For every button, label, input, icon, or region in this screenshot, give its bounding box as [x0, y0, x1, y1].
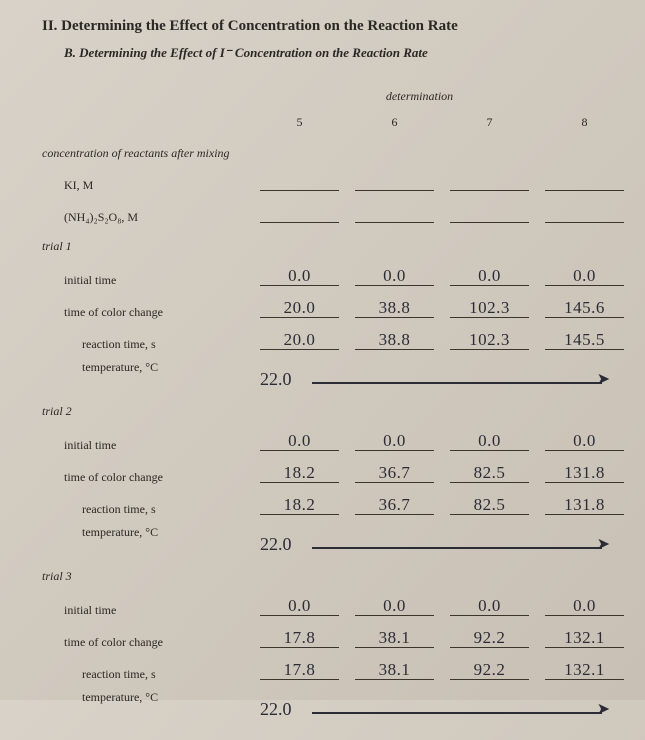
t1-temp-row: temperature, °C 22.0 ➤ — [42, 354, 632, 392]
t3-color-label: time of color change — [42, 629, 252, 652]
t2-initial-label: initial time — [42, 432, 252, 455]
t1-temp-value: 22.0 — [260, 369, 292, 390]
worksheet-page: II. Determining the Effect of Concentrat… — [0, 0, 645, 740]
subsection-title: B. Determining the Effect of I⁻ Concentr… — [64, 45, 617, 61]
col-head-7: 7 — [442, 115, 537, 140]
cell-ki-5 — [258, 167, 341, 195]
arrow-icon: ➤ — [597, 534, 610, 554]
trial2-label: trial 2 — [42, 392, 632, 423]
t1-rxn-label: reaction time, s — [42, 331, 252, 354]
t3-rxn-label: reaction time, s — [42, 661, 252, 684]
t2-initial-5: 0.0 — [258, 427, 341, 455]
t1-color-label: time of color change — [42, 299, 252, 322]
t3-initial-7: 0.0 — [448, 592, 531, 620]
t1-initial-7: 0.0 — [448, 262, 531, 290]
t2-initial-7: 0.0 — [448, 427, 531, 455]
cell-nh4-7 — [448, 199, 531, 227]
col-head-5: 5 — [252, 115, 347, 140]
col-head-6: 6 — [347, 115, 442, 140]
t3-rxn-7: 92.2 — [448, 656, 531, 684]
t2-temp-value: 22.0 — [260, 534, 292, 555]
arrow-icon: ➤ — [597, 699, 610, 719]
t1-temp-line — [312, 382, 602, 384]
t3-temp-label: temperature, °C — [82, 690, 158, 704]
t3-initial-label: initial time — [42, 597, 252, 620]
t1-initial-label: initial time — [42, 267, 252, 290]
t2-temp-label: temperature, °C — [82, 525, 158, 539]
arrow-icon: ➤ — [597, 369, 610, 389]
t3-color-7: 92.2 — [448, 624, 531, 652]
concentration-header: concentration of reactants after mixing — [42, 140, 632, 163]
t2-initial-8: 0.0 — [543, 427, 626, 455]
t3-color-6: 38.1 — [353, 624, 436, 652]
t1-rxn-5: 20.0 — [258, 326, 341, 354]
cell-nh4-8 — [543, 199, 626, 227]
t1-color-5: 20.0 — [258, 294, 341, 322]
section-title: II. Determining the Effect of Concentrat… — [42, 18, 617, 35]
t1-rxn-6: 38.8 — [353, 326, 436, 354]
t2-color-5: 18.2 — [258, 459, 341, 487]
t1-rxn-8: 145.5 — [543, 326, 626, 354]
t1-rxn-7: 102.3 — [448, 326, 531, 354]
t3-rxn-6: 38.1 — [353, 656, 436, 684]
t3-initial-6: 0.0 — [353, 592, 436, 620]
t2-rxn-8: 131.8 — [543, 491, 626, 519]
trial1-label: trial 1 — [42, 227, 632, 258]
t1-initial-6: 0.0 — [353, 262, 436, 290]
t3-temp-line — [312, 712, 602, 714]
t1-color-8: 145.6 — [543, 294, 626, 322]
cell-ki-8 — [543, 167, 626, 195]
cell-nh4-6 — [353, 199, 436, 227]
determination-label: determination — [222, 89, 617, 104]
t2-rxn-7: 82.5 — [448, 491, 531, 519]
t3-rxn-5: 17.8 — [258, 656, 341, 684]
row-nh4: (NH₄)₂S₂O₈, M — [42, 204, 252, 227]
t3-temp-value: 22.0 — [260, 699, 292, 720]
data-grid: 5 6 7 8 concentration of reactants after… — [42, 112, 617, 722]
trial3-label: trial 3 — [42, 557, 632, 588]
t2-temp-line — [312, 547, 602, 549]
t3-temp-row: temperature, °C 22.0 ➤ — [42, 684, 632, 722]
t2-rxn-6: 36.7 — [353, 491, 436, 519]
t2-color-label: time of color change — [42, 464, 252, 487]
cell-ki-7 — [448, 167, 531, 195]
t1-initial-5: 0.0 — [258, 262, 341, 290]
t2-color-7: 82.5 — [448, 459, 531, 487]
t2-temp-row: temperature, °C 22.0 ➤ — [42, 519, 632, 557]
t1-color-7: 102.3 — [448, 294, 531, 322]
cell-nh4-5 — [258, 199, 341, 227]
t3-color-5: 17.8 — [258, 624, 341, 652]
t2-rxn-5: 18.2 — [258, 491, 341, 519]
t3-color-8: 132.1 — [543, 624, 626, 652]
t2-color-8: 131.8 — [543, 459, 626, 487]
t1-initial-8: 0.0 — [543, 262, 626, 290]
t1-color-6: 38.8 — [353, 294, 436, 322]
t2-rxn-label: reaction time, s — [42, 496, 252, 519]
cell-ki-6 — [353, 167, 436, 195]
col-head-8: 8 — [537, 115, 632, 140]
t3-rxn-8: 132.1 — [543, 656, 626, 684]
t3-initial-5: 0.0 — [258, 592, 341, 620]
t2-initial-6: 0.0 — [353, 427, 436, 455]
spacer — [42, 112, 252, 140]
t1-temp-label: temperature, °C — [82, 360, 158, 374]
t3-initial-8: 0.0 — [543, 592, 626, 620]
row-ki: KI, M — [42, 172, 252, 195]
t2-color-6: 36.7 — [353, 459, 436, 487]
